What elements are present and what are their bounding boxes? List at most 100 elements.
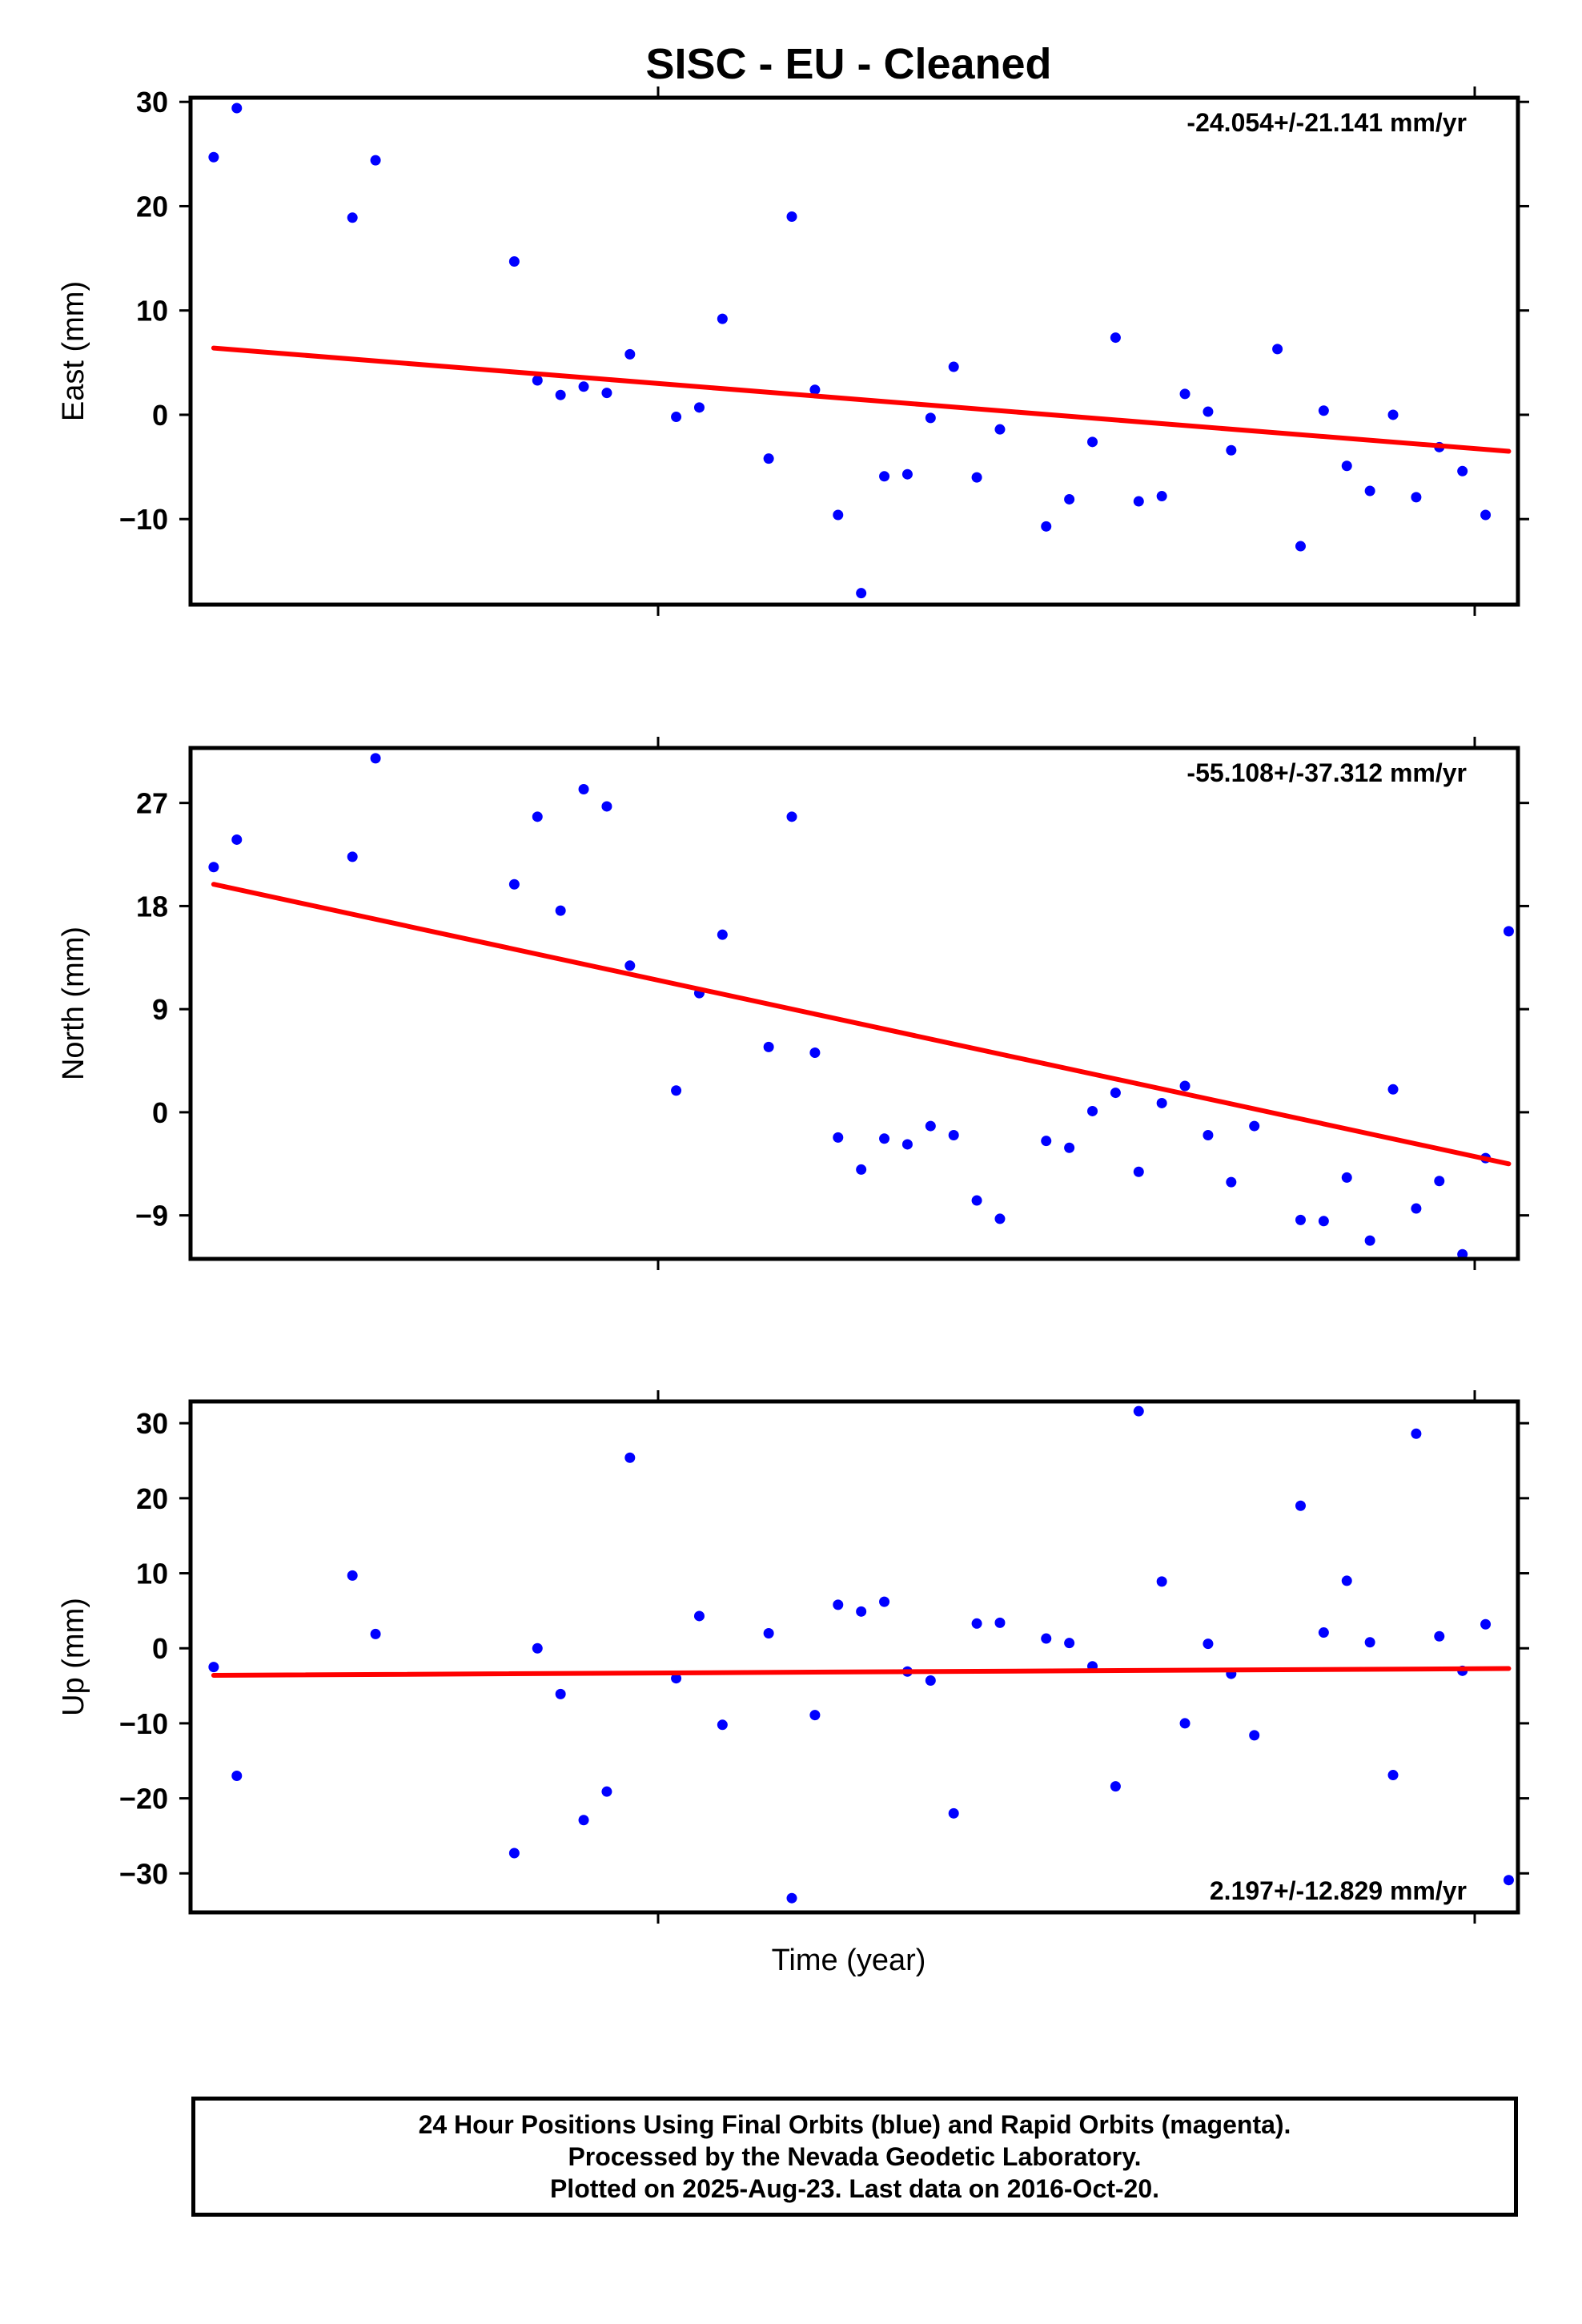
data-point bbox=[1133, 1405, 1144, 1417]
data-point bbox=[717, 929, 728, 940]
data-point bbox=[1179, 388, 1191, 400]
data-point bbox=[1226, 1176, 1237, 1188]
data-point bbox=[601, 388, 612, 399]
data-point bbox=[1203, 1130, 1214, 1141]
data-point bbox=[1203, 1638, 1214, 1650]
data-point bbox=[763, 1041, 774, 1052]
data-point bbox=[693, 402, 705, 413]
data-point bbox=[578, 783, 589, 794]
y-tick-label: 10 bbox=[136, 295, 168, 328]
data-point bbox=[1341, 460, 1352, 472]
data-point bbox=[1341, 1575, 1352, 1586]
data-point bbox=[833, 1599, 844, 1610]
data-point bbox=[555, 389, 566, 400]
data-point bbox=[879, 1596, 890, 1607]
data-point bbox=[786, 1892, 797, 1904]
data-point bbox=[1203, 406, 1214, 417]
data-point bbox=[786, 211, 797, 222]
data-point bbox=[532, 811, 543, 822]
data-point bbox=[1156, 1576, 1167, 1587]
data-point bbox=[879, 471, 890, 482]
data-point bbox=[1249, 1730, 1260, 1741]
data-point bbox=[208, 862, 219, 873]
data-point bbox=[1133, 496, 1144, 507]
data-point bbox=[994, 1213, 1006, 1224]
data-point bbox=[1318, 1627, 1329, 1638]
data-point bbox=[1364, 485, 1375, 497]
y-axis-label: Up (mm) bbox=[57, 1598, 90, 1716]
plot-frame bbox=[188, 1399, 1520, 1915]
data-point bbox=[925, 1120, 936, 1132]
y-tick-label: 27 bbox=[136, 787, 168, 820]
chart-title: SISC - EU - Cleaned bbox=[645, 40, 1051, 88]
plot-frame bbox=[188, 746, 1520, 1261]
y-tick-label: −9 bbox=[135, 1200, 168, 1232]
data-point bbox=[1341, 1172, 1352, 1183]
data-point bbox=[1411, 492, 1422, 503]
footer-line-1: 24 Hour Positions Using Final Orbits (bl… bbox=[418, 2110, 1291, 2139]
y-tick-label: 0 bbox=[152, 1096, 168, 1129]
data-point bbox=[208, 151, 219, 163]
trend-line bbox=[211, 345, 1512, 454]
panel-3: −30 −20 −10 0 10 20 30 Up (mm) 2.197+/-12.829 mm… bbox=[57, 1390, 1529, 1924]
data-point bbox=[809, 1710, 821, 1721]
data-point bbox=[856, 588, 867, 599]
data-point bbox=[508, 1848, 520, 1859]
plot-frame bbox=[188, 95, 1520, 607]
y-tick-label: 0 bbox=[152, 1632, 168, 1665]
x-axis-label: Time (year) bbox=[772, 1944, 926, 1977]
data-point bbox=[1110, 1781, 1121, 1792]
data-point bbox=[971, 1618, 982, 1629]
data-point bbox=[948, 1130, 959, 1141]
data-point bbox=[347, 851, 358, 862]
data-point bbox=[1480, 509, 1492, 521]
data-point bbox=[347, 1570, 358, 1581]
data-point bbox=[555, 1688, 566, 1699]
data-point bbox=[1041, 521, 1052, 532]
data-point bbox=[508, 255, 520, 267]
data-point bbox=[578, 1815, 589, 1826]
footer-note-box: 24 Hour Positions Using Final Orbits (bl… bbox=[191, 2097, 1518, 2217]
data-point bbox=[1387, 1770, 1399, 1781]
data-point bbox=[508, 879, 520, 890]
y-tick-label: 30 bbox=[136, 86, 168, 119]
data-point bbox=[208, 1662, 219, 1673]
data-point bbox=[1156, 491, 1167, 502]
data-point bbox=[1411, 1203, 1422, 1214]
y-tick-label: 9 bbox=[152, 993, 168, 1026]
data-point bbox=[901, 468, 913, 480]
data-point bbox=[1087, 436, 1098, 448]
data-point bbox=[833, 1132, 844, 1143]
data-point bbox=[555, 905, 566, 916]
data-point bbox=[347, 212, 358, 223]
data-point bbox=[856, 1606, 867, 1617]
data-point bbox=[1457, 465, 1468, 476]
data-point bbox=[624, 348, 636, 360]
data-point bbox=[763, 453, 774, 464]
data-point bbox=[601, 1786, 612, 1797]
data-point bbox=[1110, 332, 1121, 344]
data-point bbox=[1156, 1097, 1167, 1108]
data-point bbox=[809, 1047, 821, 1059]
data-point bbox=[971, 1195, 982, 1206]
data-point bbox=[717, 1719, 728, 1731]
data-point bbox=[1503, 926, 1514, 937]
data-point bbox=[948, 361, 959, 372]
data-point bbox=[231, 1770, 243, 1781]
data-point bbox=[1295, 1214, 1306, 1225]
data-point bbox=[1064, 1638, 1075, 1649]
data-point bbox=[578, 381, 589, 392]
data-point bbox=[1434, 1630, 1445, 1642]
trend-line bbox=[211, 882, 1512, 1167]
data-point bbox=[671, 1085, 682, 1096]
y-tick-label: 30 bbox=[136, 1407, 168, 1440]
velocity-label: -24.054+/-21.141 mm/yr bbox=[1186, 108, 1467, 137]
data-point bbox=[601, 801, 612, 812]
data-point bbox=[1064, 493, 1075, 505]
y-tick-label: 0 bbox=[152, 399, 168, 432]
data-point bbox=[1295, 541, 1306, 552]
data-point bbox=[1364, 1235, 1375, 1246]
panel-1: −10 0 10 20 30 East (mm) -24.054+/-21.141 mm/y… bbox=[57, 86, 1529, 616]
data-point bbox=[925, 1675, 936, 1687]
velocity-label: 2.197+/-12.829 mm/yr bbox=[1210, 1876, 1467, 1905]
